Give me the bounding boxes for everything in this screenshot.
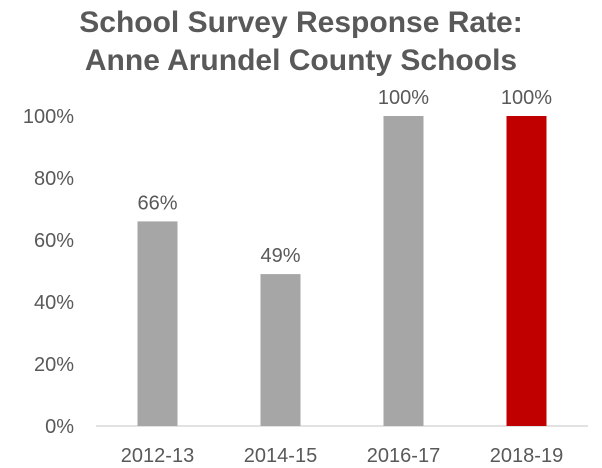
bar-2018-19 — [506, 116, 547, 426]
chart-subtitle: Anne Arundel County Schools — [84, 44, 518, 77]
bar-2016-17 — [383, 116, 424, 426]
data-label-2016-17: 100% — [378, 87, 429, 109]
chart-title: School Survey Response Rate: — [79, 6, 523, 39]
x-tick-label-2014-15: 2014-15 — [244, 445, 317, 467]
y-tick-label: 100% — [23, 106, 74, 128]
x-tick-label-2018-19: 2018-19 — [490, 445, 563, 467]
y-tick-label: 60% — [34, 230, 74, 252]
x-tick-label-2016-17: 2016-17 — [367, 445, 440, 467]
chart-title-block: School Survey Response Rate: Anne Arunde… — [0, 4, 602, 80]
y-tick-label: 80% — [34, 168, 74, 190]
y-tick-label: 40% — [34, 292, 74, 314]
x-tick-label-2012-13: 2012-13 — [121, 445, 194, 467]
bar-2014-15 — [260, 274, 301, 426]
y-tick-label: 20% — [34, 354, 74, 376]
data-label-2018-19: 100% — [501, 87, 552, 109]
bar-2012-13 — [137, 221, 178, 426]
data-label-2012-13: 66% — [137, 192, 177, 214]
data-label-2014-15: 49% — [260, 245, 300, 267]
y-tick-label: 0% — [45, 416, 74, 438]
